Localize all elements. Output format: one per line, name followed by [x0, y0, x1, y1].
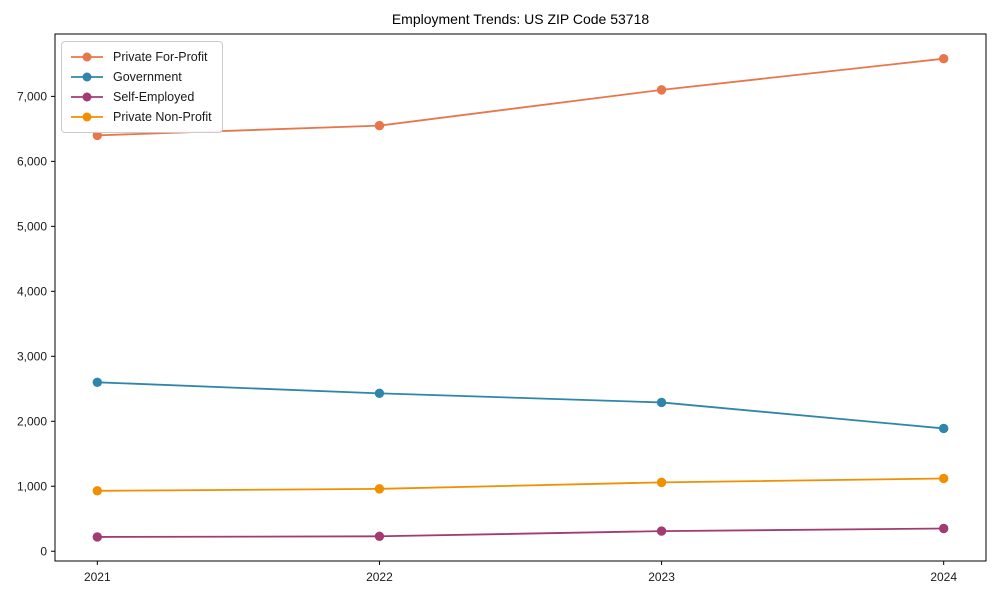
- legend-label: Private Non-Profit: [113, 110, 212, 124]
- series-line: [96, 527, 945, 538]
- data-point: [656, 85, 667, 95]
- y-tick-label: 1,000: [17, 479, 47, 493]
- data-point: [656, 397, 667, 408]
- data-point: [374, 388, 385, 399]
- y-tick-label: 2,000: [17, 414, 47, 428]
- x-tick-label: 2021: [84, 570, 111, 584]
- data-point: [92, 532, 103, 542]
- legend: Private For-Profit Government Self-Employe…: [61, 41, 223, 133]
- legend-label: Government: [113, 70, 182, 84]
- data-point: [92, 486, 103, 496]
- series-line: [96, 381, 945, 430]
- y-tick-label: 0: [40, 544, 47, 558]
- legend-item: Government: [70, 68, 212, 86]
- data-point: [92, 377, 103, 388]
- chart-title: Employment Trends: US ZIP Code 53718: [391, 11, 650, 27]
- data-point: [938, 523, 949, 534]
- y-tick-label: 6,000: [17, 154, 47, 168]
- y-tick-label: 5,000: [17, 219, 47, 233]
- legend-item: Self-Employed: [70, 88, 212, 106]
- data-point: [938, 473, 949, 484]
- y-tick-label: 4,000: [17, 284, 47, 298]
- legend-item: Private For-Profit: [70, 48, 212, 66]
- data-point: [374, 531, 385, 542]
- legend-line-marker-icon: [71, 72, 103, 82]
- series-line: [96, 57, 945, 137]
- x-tick-label: 2023: [648, 570, 675, 584]
- series-line: [96, 477, 945, 492]
- legend-item: Private Non-Profit: [70, 108, 212, 126]
- y-tick-label: 7,000: [17, 89, 47, 103]
- data-point: [374, 120, 385, 131]
- legend-line-marker-icon: [71, 112, 103, 122]
- legend-label: Self-Employed: [113, 90, 195, 104]
- data-point: [938, 423, 949, 434]
- data-point: [656, 477, 667, 488]
- data-point: [92, 130, 103, 141]
- y-tick-label: 3,000: [17, 349, 47, 363]
- x-tick-label: 2022: [366, 570, 393, 584]
- legend-line-marker-icon: [71, 92, 103, 102]
- legend-line-marker-icon: [71, 52, 103, 62]
- data-point: [938, 53, 949, 64]
- x-tick-label: 2024: [930, 570, 957, 584]
- data-point: [656, 526, 667, 536]
- plot-frame: [54, 33, 987, 562]
- data-point: [374, 484, 385, 494]
- legend-label: Private For-Profit: [113, 50, 208, 64]
